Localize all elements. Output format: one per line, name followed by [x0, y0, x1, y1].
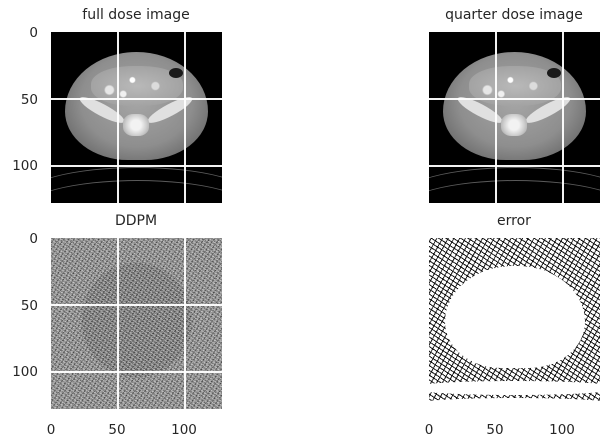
- ct-image: [51, 32, 222, 203]
- full-dose-image: [51, 32, 222, 203]
- ct-table-arc: [429, 167, 600, 203]
- y-tick-label: 0: [29, 25, 38, 41]
- x-tick-label: 0: [424, 422, 434, 438]
- x-tick-label: 100: [171, 422, 197, 438]
- y-tick-label: 100: [12, 364, 38, 380]
- y-tick-label: 100: [12, 158, 38, 174]
- error-band: [429, 381, 600, 395]
- noise-image: [51, 238, 222, 409]
- grid-line: [429, 98, 600, 100]
- grid-line: [117, 32, 119, 203]
- binary-error-map: [429, 238, 600, 409]
- grid-line: [184, 32, 186, 203]
- ct-air-pocket: [169, 68, 183, 78]
- ddpm-image: [51, 238, 222, 409]
- grid-line: [184, 238, 186, 409]
- y-tick-label: 50: [20, 298, 38, 314]
- grid-line: [51, 165, 222, 167]
- ct-spine: [123, 114, 149, 136]
- grid-line: [495, 32, 497, 203]
- grid-line: [51, 98, 222, 100]
- grid-line: [51, 304, 222, 306]
- ct-table-arc: [51, 167, 222, 203]
- x-tick-label: 100: [549, 422, 575, 438]
- ct-table-arc: [429, 180, 600, 203]
- y-tick-label: 0: [29, 231, 38, 247]
- grid-line: [429, 165, 600, 167]
- x-tick-label: 50: [108, 422, 126, 438]
- panel-title-full-dose: full dose image: [82, 7, 190, 23]
- ct-table-arc: [51, 180, 222, 203]
- grid-line: [51, 371, 222, 373]
- error-image: [429, 238, 600, 409]
- x-tick-label: 0: [46, 422, 56, 438]
- error-body-region: [445, 266, 585, 368]
- panel-title-error: error: [497, 213, 531, 229]
- y-tick-label: 50: [20, 92, 38, 108]
- ct-air-pocket: [547, 68, 561, 78]
- panel-title-ddpm: DDPM: [114, 213, 158, 229]
- grid-line: [117, 238, 119, 409]
- error-band: [429, 398, 600, 409]
- ct-spine: [501, 114, 527, 136]
- ct-image: [429, 32, 600, 203]
- panel-title-quarter-dose: quarter dose image: [445, 7, 583, 23]
- grid-line: [562, 32, 564, 203]
- quarter-dose-image: [429, 32, 600, 203]
- x-tick-label: 50: [486, 422, 504, 438]
